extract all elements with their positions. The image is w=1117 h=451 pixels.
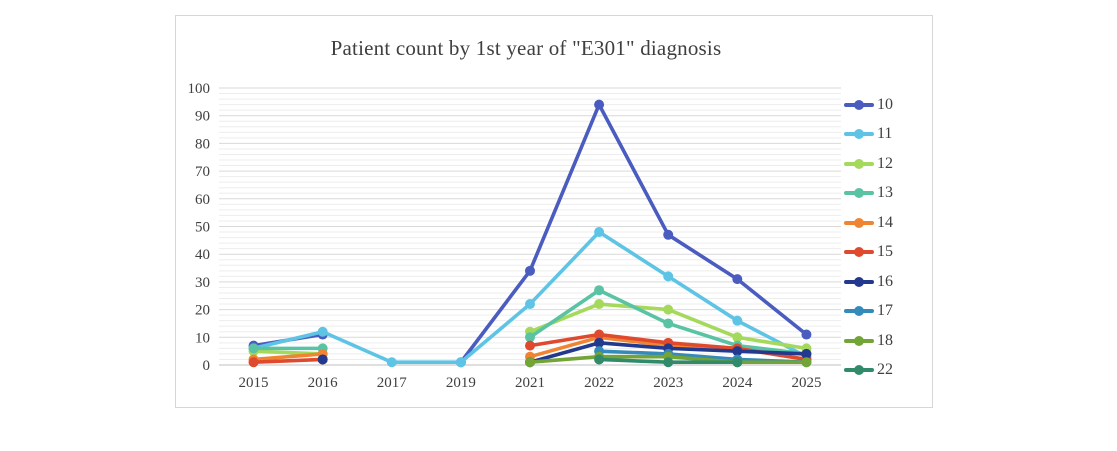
legend-line-marker-icon xyxy=(844,217,874,228)
series-11-marker xyxy=(317,326,328,337)
x-axis-tick-label: 2025 xyxy=(791,375,821,391)
legend-label: 10 xyxy=(877,95,893,113)
series-15-line xyxy=(251,357,325,365)
series-10-line xyxy=(459,102,809,365)
series-13-marker xyxy=(594,285,605,296)
x-axis-tick-label: 2024 xyxy=(722,375,753,391)
x-axis-tick-label: 2019 xyxy=(446,375,476,391)
y-axis-tick-label: 30 xyxy=(195,275,210,291)
legend-line-marker-icon xyxy=(844,188,874,199)
series-10-marker xyxy=(801,329,812,340)
series-11-marker xyxy=(732,315,743,326)
legend-line-marker-icon xyxy=(844,129,874,140)
series-10-marker xyxy=(594,99,605,110)
legend-item-22: 22 xyxy=(844,356,893,386)
legend-dot-icon xyxy=(854,276,864,287)
series-12-marker xyxy=(594,299,605,310)
series-18-marker xyxy=(525,357,535,368)
legend-item-12: 12 xyxy=(844,149,893,179)
x-axis-tick-label: 2016 xyxy=(308,375,339,391)
x-axis-tick-label: 2023 xyxy=(653,375,683,391)
series-18-marker xyxy=(801,357,812,368)
series-16-marker xyxy=(317,354,328,365)
legend-item-18: 18 xyxy=(844,326,893,356)
legend-line-marker-icon xyxy=(844,306,874,317)
legend-line-marker-icon xyxy=(844,276,874,287)
line-chart: 0 10 20 30 40 50 60 70 80 90 100 2015 2016 2017 2019 20… xyxy=(188,81,841,391)
series-16-marker xyxy=(732,346,743,357)
legend-item-15: 15 xyxy=(844,238,893,268)
legend-dot-icon xyxy=(854,188,864,199)
chart-title: Patient count by 1st year of "E301" diag… xyxy=(330,36,722,60)
series-11-marker xyxy=(455,357,466,368)
series-16-marker xyxy=(594,337,605,348)
legend-label: 15 xyxy=(877,243,893,261)
legend-item-14: 14 xyxy=(844,208,893,238)
y-axis-tick-label: 60 xyxy=(195,192,210,208)
series-13-marker xyxy=(525,332,535,343)
series-13-marker xyxy=(663,318,674,329)
legend-label: 17 xyxy=(877,302,893,320)
legend-line-marker-icon xyxy=(844,158,874,169)
legend-label: 16 xyxy=(877,272,893,290)
series-11-marker xyxy=(525,299,535,310)
series-10-marker xyxy=(525,265,535,276)
legend-dot-icon xyxy=(854,158,864,169)
series-15-marker xyxy=(248,357,259,368)
legend-line-marker-icon xyxy=(844,365,874,376)
series-22-marker xyxy=(732,357,743,368)
x-axis-tick-label: 2017 xyxy=(377,375,408,391)
legend-label: 22 xyxy=(877,361,893,379)
legend-label: 11 xyxy=(877,125,893,143)
series-11-marker xyxy=(386,357,397,368)
x-axis-tick-label: 2022 xyxy=(584,375,614,391)
y-axis-tick-label: 50 xyxy=(195,220,210,236)
series-22-marker xyxy=(594,354,605,365)
legend-item-13: 13 xyxy=(844,179,893,209)
x-axis-tick-label: 2015 xyxy=(239,375,269,391)
series-10-marker xyxy=(663,229,674,240)
series-15-marker xyxy=(525,340,535,351)
legend-dot-icon xyxy=(854,99,864,110)
legend-dot-icon xyxy=(854,365,864,376)
series-12-marker xyxy=(663,304,674,315)
series-12-marker xyxy=(732,332,743,343)
legend-label: 13 xyxy=(877,184,893,202)
y-axis-tick-label: 0 xyxy=(203,358,211,374)
series-11-marker xyxy=(663,271,674,282)
y-axis-tick-label: 70 xyxy=(195,164,210,180)
series-13-marker xyxy=(248,343,259,354)
y-axis-tick-label: 80 xyxy=(195,136,210,152)
series-16-marker xyxy=(801,348,812,359)
series-15-marker xyxy=(594,329,605,340)
legend-label: 18 xyxy=(877,331,893,349)
series-10-marker xyxy=(732,274,743,285)
legend-item-10: 10 xyxy=(844,90,893,120)
series-22-marker xyxy=(663,357,674,368)
legend-item-17: 17 xyxy=(844,297,893,327)
series-11-marker xyxy=(594,227,605,238)
legend-line-marker-icon xyxy=(844,99,874,110)
legend-line-marker-icon xyxy=(844,335,874,346)
chart-card: Patient count by 1st year of "E301" diag… xyxy=(175,15,933,408)
y-axis-tick-label: 10 xyxy=(195,330,210,346)
legend-dot-icon xyxy=(854,217,864,228)
legend-item-16: 16 xyxy=(844,267,893,297)
legend-dot-icon xyxy=(854,129,864,140)
y-axis-tick-label: 20 xyxy=(195,303,210,319)
legend-item-11: 11 xyxy=(844,120,893,150)
legend-label: 14 xyxy=(877,213,893,231)
legend-dot-icon xyxy=(854,335,864,346)
legend-dot-icon xyxy=(854,247,864,258)
y-axis-tick-label: 40 xyxy=(195,247,210,263)
legend-dot-icon xyxy=(854,306,864,317)
y-axis-tick-label: 90 xyxy=(195,109,210,125)
chart-legend: 10 11 12 13 14 15 16 17 18 22 xyxy=(844,90,893,385)
series-14-line xyxy=(251,352,325,362)
legend-line-marker-icon xyxy=(844,247,874,258)
legend-label: 12 xyxy=(877,154,893,172)
y-axis-tick-label: 100 xyxy=(188,81,211,97)
x-axis-tick-label: 2021 xyxy=(515,375,545,391)
